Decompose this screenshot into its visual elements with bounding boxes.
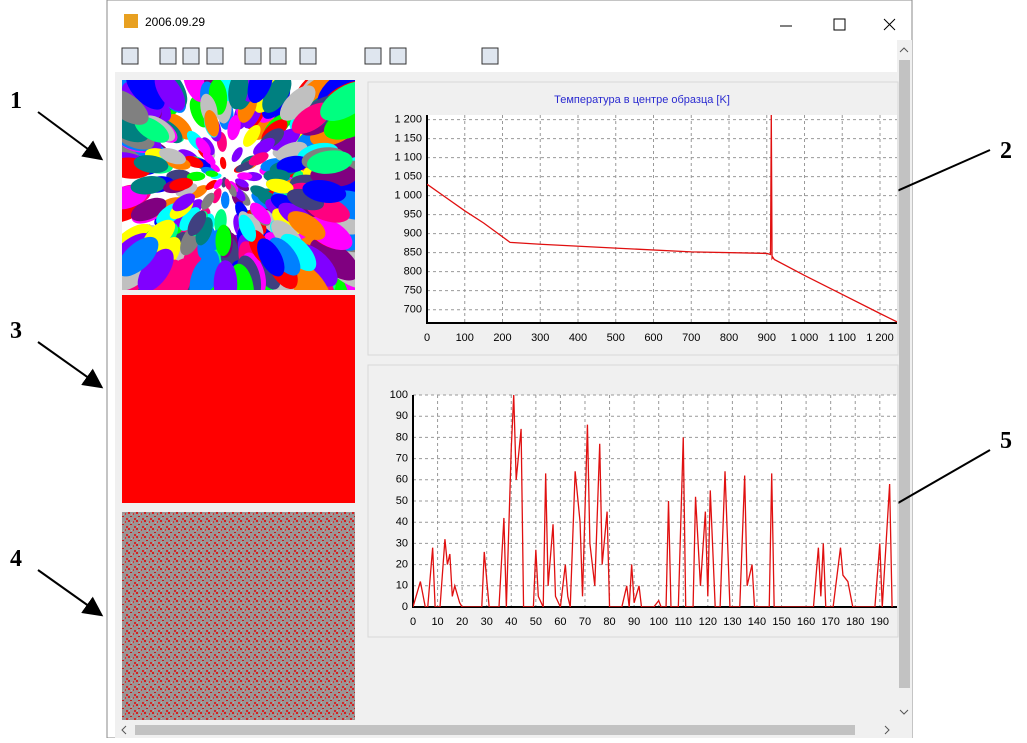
y-tick-label: 1 100 <box>394 151 422 163</box>
x-tick-label: 120 <box>699 616 717 628</box>
y-tick-label: 900 <box>404 228 422 240</box>
toolbar-button[interactable] <box>183 48 199 64</box>
x-tick-label: 60 <box>554 616 566 628</box>
scroll-thumb[interactable] <box>899 60 910 688</box>
y-tick-label: 0 <box>402 601 408 613</box>
app-icon <box>124 14 138 28</box>
y-tick-label: 950 <box>404 209 422 221</box>
red-field-image <box>122 295 355 503</box>
x-tick-label: 600 <box>644 332 662 344</box>
screen: 2006.09.29 1 2 3 4 5 Температура в центр… <box>0 0 1027 738</box>
y-tick-label: 80 <box>396 431 408 443</box>
chart-title: Температура в центре образца [K] <box>554 94 730 106</box>
callout: 1 <box>10 88 22 114</box>
y-tick-label: 700 <box>404 304 422 316</box>
x-tick-label: 500 <box>607 332 625 344</box>
x-tick-label: 190 <box>871 616 889 628</box>
h-scroll-thumb[interactable] <box>135 725 855 735</box>
y-tick-label: 750 <box>404 285 422 297</box>
callout: 5 <box>1000 428 1012 454</box>
x-tick-label: 50 <box>530 616 542 628</box>
y-tick-label: 800 <box>404 266 422 278</box>
x-tick-label: 100 <box>456 332 474 344</box>
toolbar-button[interactable] <box>122 48 138 64</box>
x-tick-label: 10 <box>431 616 443 628</box>
toolbar-button[interactable] <box>207 48 223 64</box>
toolbar-button[interactable] <box>160 48 176 64</box>
grain-image <box>90 49 389 322</box>
x-tick-label: 40 <box>505 616 517 628</box>
callout: 3 <box>10 318 22 344</box>
x-tick-label: 180 <box>846 616 864 628</box>
x-tick-label: 140 <box>748 616 766 628</box>
y-tick-label: 70 <box>396 453 408 465</box>
callout: 2 <box>1000 138 1012 164</box>
x-tick-label: 70 <box>579 616 591 628</box>
window-title: 2006.09.29 <box>145 15 205 29</box>
callout-arrow <box>38 570 100 614</box>
callout-arrow <box>38 112 100 158</box>
x-tick-label: 170 <box>821 616 839 628</box>
x-tick-label: 0 <box>424 332 430 344</box>
toolbar-button[interactable] <box>390 48 406 64</box>
y-tick-label: 50 <box>396 495 408 507</box>
x-tick-label: 160 <box>797 616 815 628</box>
x-tick-label: 150 <box>772 616 790 628</box>
x-tick-label: 80 <box>603 616 615 628</box>
y-tick-label: 1 200 <box>394 113 422 125</box>
y-tick-label: 90 <box>396 410 408 422</box>
x-tick-label: 130 <box>723 616 741 628</box>
x-tick-label: 1 200 <box>866 332 894 344</box>
x-tick-label: 400 <box>569 332 587 344</box>
x-tick-label: 100 <box>650 616 668 628</box>
x-tick-label: 900 <box>758 332 776 344</box>
y-tick-label: 1 150 <box>394 132 422 144</box>
x-tick-label: 1 000 <box>791 332 819 344</box>
x-tick-label: 110 <box>674 616 692 628</box>
x-tick-label: 20 <box>456 616 468 628</box>
toolbar-button[interactable] <box>482 48 498 64</box>
toolbar-button[interactable] <box>245 48 261 64</box>
y-tick-label: 60 <box>396 474 408 486</box>
callout-arrow <box>38 342 100 386</box>
y-tick-label: 30 <box>396 537 408 549</box>
x-tick-label: 30 <box>481 616 493 628</box>
plot-area <box>427 115 897 323</box>
chart: Температура в центре образца [K] 700 750 80… <box>368 82 898 355</box>
y-tick-label: 20 <box>396 559 408 571</box>
toolbar-button[interactable] <box>270 48 286 64</box>
y-tick-label: 10 <box>396 580 408 592</box>
y-tick-label: 1 000 <box>394 190 422 202</box>
y-tick-label: 850 <box>404 247 422 259</box>
x-tick-label: 200 <box>493 332 511 344</box>
x-tick-label: 300 <box>531 332 549 344</box>
y-tick-label: 1 050 <box>394 171 422 183</box>
noise-image <box>122 512 355 720</box>
chart: 0 10 20 30 40 50 60 70 80 90 100 0 10 20 30 40 50 60 70 80 9… <box>368 365 898 637</box>
toolbar-button[interactable] <box>300 48 316 64</box>
toolbar-button[interactable] <box>365 48 381 64</box>
x-tick-label: 700 <box>682 332 700 344</box>
x-tick-label: 800 <box>720 332 738 344</box>
callout: 4 <box>10 546 22 572</box>
page: 2006.09.29 1 2 3 4 5 Температура в центр… <box>0 0 1027 738</box>
x-tick-label: 0 <box>410 616 416 628</box>
y-tick-label: 100 <box>390 389 408 401</box>
x-tick-label: 90 <box>628 616 640 628</box>
y-tick-label: 40 <box>396 516 408 528</box>
x-tick-label: 1 100 <box>828 332 856 344</box>
